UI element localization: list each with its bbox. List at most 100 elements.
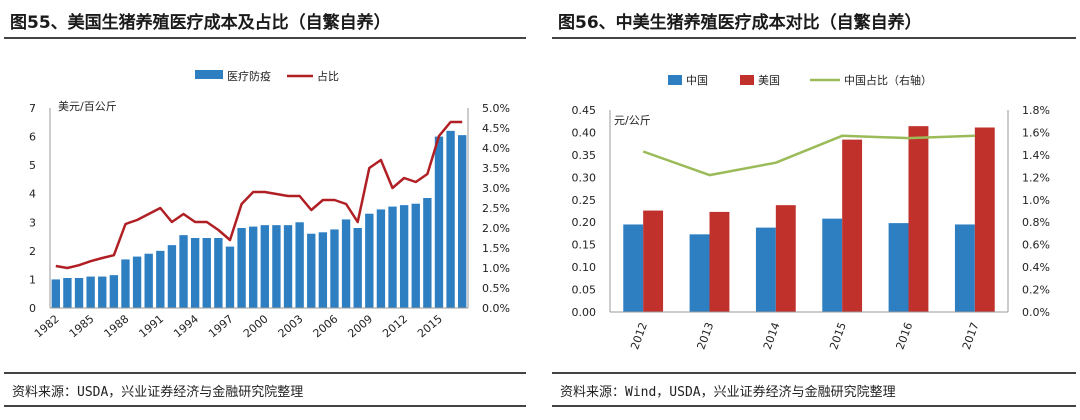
bar: [237, 228, 246, 308]
chart-panel-left: 图55、美国生猪养殖医疗成本及占比（自繁自养） 医疗防疫 占比 美元/百公斤 0 1 2 3…: [0, 0, 530, 420]
bar: [98, 276, 107, 308]
legend-swatch-bar: [740, 75, 754, 85]
x-tick-label: 2009: [345, 312, 375, 340]
bar-us: [643, 210, 664, 312]
y-axis-label: 美元/百公斤: [58, 100, 117, 113]
bar: [202, 238, 211, 308]
bar-china: [689, 234, 710, 312]
line-series-share: [55, 120, 463, 270]
y-tick-label: 3: [29, 216, 36, 229]
legend-swatch-bar: [195, 70, 223, 79]
bar: [399, 205, 409, 308]
y-tick-label: 0.30: [572, 171, 597, 184]
bar: [423, 198, 432, 308]
bar-china: [755, 227, 776, 312]
divider: [4, 372, 526, 374]
y2-tick-label: 1.5%: [482, 242, 510, 255]
y2-tick-label: 1.0%: [482, 262, 510, 275]
bar: [190, 238, 200, 308]
bar: [179, 235, 188, 308]
x-tick-label: 2014: [761, 321, 783, 352]
x-tick-label: 2012: [380, 312, 410, 340]
bar: [318, 232, 328, 308]
y2-tick-label: 0.0%: [482, 302, 510, 315]
bar-us: [842, 139, 863, 312]
x-tick-label: 2000: [241, 312, 271, 340]
divider: [552, 37, 1076, 39]
bar-us: [974, 127, 995, 312]
y-tick-label: 5: [29, 159, 36, 172]
x-tick-label: 1988: [102, 312, 132, 340]
bar: [156, 250, 165, 308]
bar: [295, 222, 304, 308]
y2-tick-label: 1.0%: [1022, 194, 1050, 207]
bar: [74, 278, 84, 308]
y-tick-label: 0.45: [572, 104, 597, 117]
y2-tick-label: 4.0%: [482, 142, 510, 155]
bar: [272, 225, 281, 308]
bar: [283, 225, 293, 308]
bar: [214, 238, 223, 308]
y2-tick-label: 0.2%: [1022, 284, 1050, 297]
y-tick-label: 7: [29, 102, 36, 115]
chart-panel-right: 图56、中美生猪养殖医疗成本对比（自繁自养） 中国 美国 中国占比（右轴） 元/公斤 0…: [548, 0, 1080, 420]
bar: [353, 228, 362, 308]
bar-us: [709, 211, 730, 312]
y2-tick-label: 2.0%: [482, 222, 510, 235]
bar: [86, 276, 95, 308]
chart-title: 图55、美国生猪养殖医疗成本及占比（自繁自养）: [10, 13, 391, 33]
legend-label: 中国占比（右轴）: [844, 73, 932, 87]
x-tick-label: 2015: [827, 321, 849, 352]
x-tick-label: 1985: [67, 312, 97, 340]
bar: [121, 259, 130, 308]
bar: [458, 135, 467, 308]
divider: [552, 372, 1076, 374]
bar: [365, 213, 374, 308]
bar: [51, 279, 60, 308]
bar: [307, 233, 316, 308]
y2-tick-label: 1.4%: [1022, 149, 1050, 162]
bar: [167, 245, 177, 308]
bar: [388, 206, 397, 308]
x-tick-label: 2015: [415, 312, 445, 340]
bar: [109, 275, 119, 308]
y-tick-label: 0.20: [572, 216, 597, 229]
y2-tick-label: 1.2%: [1022, 171, 1050, 184]
bar: [260, 225, 269, 308]
y-tick-label: 0.10: [572, 261, 597, 274]
line-series-china-share: [642, 134, 975, 177]
y-tick-label: 0.00: [572, 306, 597, 319]
y2-tick-label: 0.8%: [1022, 216, 1050, 229]
chart-source: 资料来源：USDA，兴业证券经济与金融研究院整理: [12, 385, 304, 400]
legend-label: 占比: [317, 69, 339, 83]
bar-china: [888, 223, 909, 312]
x-tick-label: 2016: [894, 321, 916, 352]
y-tick-label: 0.15: [572, 239, 597, 252]
divider: [4, 37, 526, 39]
y-tick-label: 4: [29, 188, 36, 201]
y2-tick-label: 0.0%: [1022, 306, 1050, 319]
bar: [446, 130, 455, 308]
x-tick-label: 1991: [136, 312, 166, 340]
bar: [434, 136, 444, 308]
y-tick-label: 0.35: [572, 149, 597, 162]
legend-label: 美国: [758, 74, 780, 87]
bar: [63, 278, 72, 308]
bar: [330, 229, 339, 308]
bar: [411, 203, 420, 308]
y2-tick-label: 1.8%: [1022, 104, 1050, 117]
y-tick-label: 6: [29, 131, 36, 144]
y2-tick-label: 5.0%: [482, 102, 510, 115]
y-axis-label: 元/公斤: [614, 114, 651, 127]
legend-label: 中国: [686, 74, 708, 87]
y-tick-label: 0.05: [572, 284, 597, 297]
legend-swatch-bar: [668, 75, 682, 85]
y2-tick-label: 0.6%: [1022, 239, 1050, 252]
y2-tick-label: 3.0%: [482, 182, 510, 195]
bar: [132, 256, 142, 308]
y-tick-label: 0.25: [572, 194, 597, 207]
chart-source: 资料来源：Wind，USDA，兴业证券经济与金融研究院整理: [560, 385, 896, 400]
bar: [341, 219, 351, 308]
y-tick-label: 0: [29, 302, 36, 315]
y-tick-label: 1: [29, 273, 36, 286]
